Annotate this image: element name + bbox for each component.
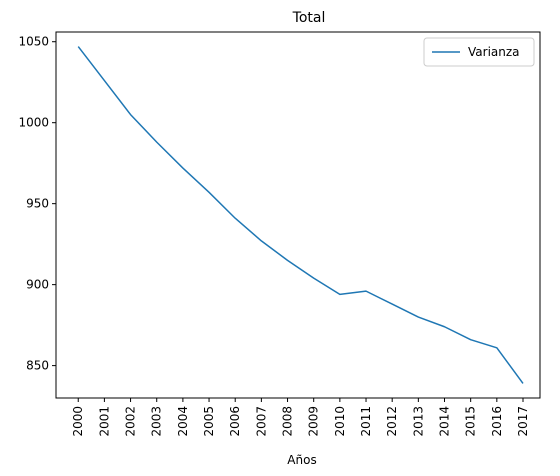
x-tick-label: 2011	[359, 406, 373, 437]
x-tick-label: 2006	[228, 406, 242, 437]
x-tick-label: 2013	[411, 406, 425, 437]
plot-area	[55, 31, 541, 399]
x-tick-label: 2000	[71, 406, 85, 437]
x-tick-label: 2008	[281, 406, 295, 437]
x-tick-label: 2015	[464, 406, 478, 437]
y-tick-label: 850	[26, 359, 49, 373]
x-tick-label: 2016	[490, 406, 504, 437]
series-layer	[77, 46, 524, 384]
x-tick-label: 2012	[385, 406, 399, 437]
chart-title: Total	[292, 10, 326, 26]
x-tick-label: 2010	[333, 406, 347, 437]
y-axis: 850 900 950 1000 1050	[18, 35, 56, 373]
legend-label: Varianza	[468, 45, 520, 59]
x-axis: 2000 2001 2002 2003 2004 2005 2006 2007 2008 2009…	[71, 398, 530, 437]
x-tick-label: 2003	[150, 406, 164, 437]
series-line-varianza	[77, 46, 524, 384]
y-tick-label: 900	[26, 278, 49, 292]
y-tick-label: 1000	[18, 116, 49, 130]
x-tick-label: 2007	[254, 406, 268, 437]
x-tick-label: 2009	[307, 406, 321, 437]
x-tick-label: 2017	[516, 406, 530, 437]
y-tick-label: 1050	[18, 35, 49, 49]
x-tick-label: 2001	[97, 406, 111, 437]
x-tick-label: 2005	[202, 406, 216, 437]
plot-frame	[55, 31, 541, 399]
x-axis-label: Años	[287, 453, 316, 467]
legend-box	[423, 37, 535, 67]
x-tick-label: 2014	[438, 406, 452, 437]
x-tick-label: 2002	[124, 406, 138, 437]
legend: Varianza	[423, 37, 535, 67]
y-tick-label: 950	[26, 197, 49, 211]
x-tick-label: 2004	[176, 406, 190, 437]
